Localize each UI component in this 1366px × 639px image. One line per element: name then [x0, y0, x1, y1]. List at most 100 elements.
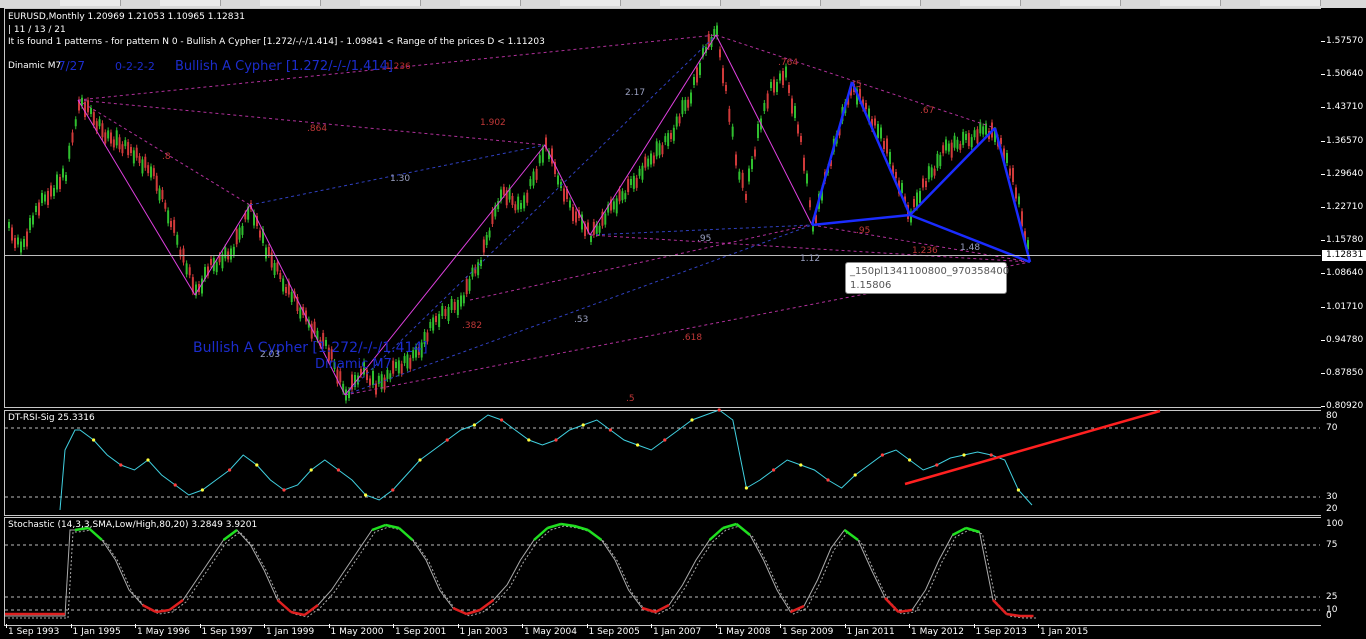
- fib-ratio-label: 1.12: [800, 254, 821, 264]
- candle-body: [782, 71, 784, 85]
- candle-body: [754, 149, 756, 157]
- candle-body: [661, 145, 664, 155]
- price-scale[interactable]: [1321, 8, 1366, 408]
- chart-tab[interactable]: [560, 0, 621, 6]
- candle-body: [29, 218, 31, 230]
- candle-body: [590, 236, 592, 242]
- candle-body: [892, 165, 894, 175]
- chart-tab[interactable]: [760, 0, 821, 6]
- stochastic-zone-segment: [74, 526, 89, 532]
- candle-body: [933, 168, 936, 176]
- candle-body: [610, 199, 612, 211]
- chart-tab[interactable]: [460, 0, 521, 6]
- rsi-scale[interactable]: [1321, 410, 1366, 516]
- candle-body: [325, 340, 327, 346]
- chart-tab[interactable]: [360, 0, 421, 6]
- candle-body: [471, 267, 474, 277]
- stochastic-zone-segment: [789, 604, 805, 614]
- candle-body: [244, 213, 247, 220]
- candle-body: [548, 151, 550, 159]
- candle-body: [675, 116, 678, 127]
- candle-body: [173, 219, 176, 233]
- candle-body: [965, 134, 967, 140]
- candle-body: [667, 133, 670, 147]
- chart-tab[interactable]: [860, 0, 921, 6]
- candle-body: [488, 230, 491, 238]
- candle-body: [800, 136, 802, 142]
- candle-body: [188, 267, 191, 276]
- chart-tabs: [0, 0, 1366, 8]
- candle-body: [44, 194, 46, 202]
- stochastic-zone-segment: [290, 610, 305, 617]
- chart-tab[interactable]: [160, 0, 221, 6]
- stochastic-scale[interactable]: [1321, 517, 1366, 626]
- stochastic-zone-segment: [735, 523, 751, 536]
- price-tick-label: 0.80920: [1326, 401, 1364, 412]
- fib-dashed-line: [589, 234, 1031, 263]
- candle-body: [441, 306, 444, 316]
- candle-body: [158, 188, 161, 201]
- candle-body: [207, 266, 209, 276]
- candle-body: [327, 347, 330, 361]
- price-tick-label: 1.57570: [1326, 36, 1364, 46]
- fib-dashed-line: [77, 34, 717, 101]
- candle-body: [939, 155, 942, 167]
- chart-tab[interactable]: [60, 0, 121, 6]
- time-axis[interactable]: 1 Sep 1993 1 Jan 1995 1 May 1996 1 Sep 1997…: [0, 624, 1366, 639]
- candle-body: [541, 147, 544, 163]
- stochastic-zone-segment: [141, 603, 157, 614]
- price-tick: [1321, 140, 1325, 142]
- candle-body: [267, 247, 270, 255]
- candle-body: [465, 279, 468, 295]
- candle-body: [342, 383, 345, 392]
- date-tick-label: 1 Sep 2005: [588, 627, 640, 637]
- candle-body: [299, 307, 302, 319]
- fib-ratio-label: .8: [162, 152, 171, 162]
- chart-tab[interactable]: [1060, 0, 1121, 6]
- candle-body: [395, 362, 397, 368]
- candle-body: [336, 369, 339, 384]
- rsi-level-label: 30: [1326, 492, 1338, 502]
- candle-body: [904, 196, 906, 204]
- chart-tab[interactable]: [260, 0, 321, 6]
- candle-body: [474, 267, 477, 274]
- stochastic-zone-segment: [87, 527, 103, 541]
- date-tick: [844, 624, 846, 628]
- candle-body: [838, 128, 841, 136]
- candle-body: [500, 189, 502, 201]
- candle-body: [581, 214, 583, 230]
- chart-tab[interactable]: [960, 0, 1021, 6]
- fib-dashed-line: [589, 224, 813, 236]
- candle-body: [101, 123, 104, 138]
- date-tick-label: 1 May 1996: [137, 627, 190, 637]
- candle-body: [265, 247, 267, 259]
- candle-body: [650, 153, 652, 165]
- candle-body: [672, 127, 675, 141]
- date-tick-label: 1 Sep 2009: [782, 627, 834, 637]
- chart-tab[interactable]: [1260, 0, 1321, 6]
- candle-body: [386, 369, 389, 379]
- candle-body: [438, 314, 441, 327]
- candle-body: [945, 139, 947, 151]
- candle-body: [641, 165, 644, 180]
- rsi-signal-dot: [880, 453, 885, 457]
- date-tick-label: 1 Sep 2001: [395, 627, 447, 637]
- price-tick-label: 1.15780: [1326, 235, 1364, 246]
- candle-body: [201, 278, 203, 294]
- fib-dashed-line: [811, 224, 1031, 263]
- rsi-signal-dot: [500, 418, 504, 422]
- candle-body: [195, 284, 197, 296]
- chart-tab[interactable]: [660, 0, 721, 6]
- date-tick-label: 1 Sep 1993: [8, 627, 60, 637]
- current-price-label: 1.12831: [1322, 250, 1366, 261]
- candle-body: [538, 155, 541, 164]
- rsi-signal-dot: [826, 478, 830, 482]
- rsi-signal-dot: [282, 488, 286, 492]
- price-tick-label: 1.36570: [1326, 135, 1364, 146]
- candle-body: [8, 222, 10, 228]
- price-tick: [1321, 74, 1325, 76]
- chart-tab[interactable]: [1160, 0, 1221, 6]
- candle-body: [135, 147, 138, 158]
- candle-body: [35, 206, 37, 212]
- price-tick-label: 1.50640: [1326, 69, 1364, 80]
